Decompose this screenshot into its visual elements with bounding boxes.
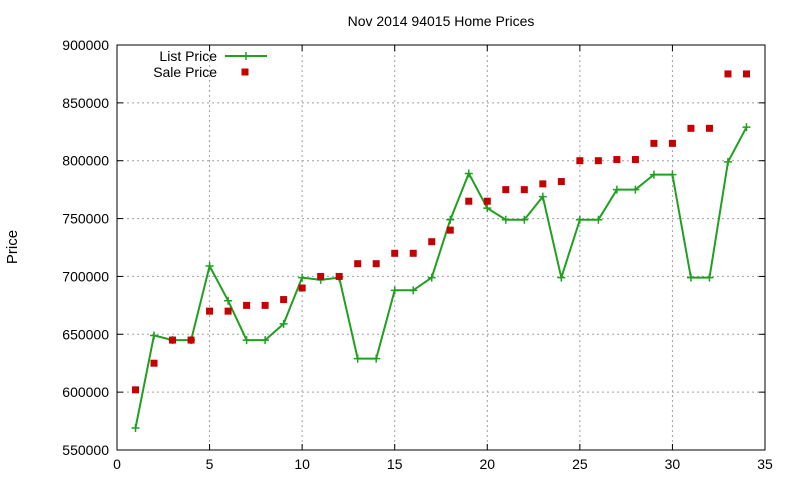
list-price-point	[538, 192, 547, 201]
sale-price-point	[243, 301, 251, 309]
sale-price-point	[169, 336, 177, 344]
sale-price-point	[224, 307, 232, 315]
list-price-point	[686, 273, 695, 282]
sale-price-point	[520, 186, 528, 194]
grid-lines	[117, 45, 765, 450]
sale-price-point	[687, 124, 695, 132]
list-price-point	[631, 185, 640, 194]
list-price-point	[446, 215, 455, 224]
y-tick-label: 800000	[62, 153, 109, 169]
list-price-point	[242, 336, 251, 345]
legend-marker-list-price	[242, 52, 250, 60]
sale-price-point	[132, 386, 140, 394]
list-price-point	[742, 123, 751, 132]
list-price-point	[353, 354, 362, 363]
list-price-point	[649, 170, 658, 179]
list-price-point	[298, 273, 307, 282]
y-tick-label: 850000	[62, 95, 109, 111]
list-price-point	[224, 296, 233, 305]
series-layer	[131, 70, 751, 433]
list-price-point	[464, 169, 473, 178]
x-tick-label: 10	[294, 456, 310, 472]
list-price-point	[594, 215, 603, 224]
sale-price-point	[557, 178, 565, 186]
legend-label-list-price: List Price	[159, 48, 217, 64]
sale-price-point	[631, 156, 639, 164]
sale-price-point	[391, 249, 399, 257]
list-price-line	[134, 126, 748, 429]
tick-labels: 0 5 10 15 20 25 30 35 550000 600000 650000 700000 75…	[62, 37, 773, 472]
list-price-point	[390, 286, 399, 295]
list-price-point	[575, 215, 584, 224]
sale-price-point	[465, 197, 473, 205]
sale-price-point	[705, 124, 713, 132]
legend-label-sale-price: Sale Price	[153, 64, 217, 80]
sale-price-point	[724, 70, 732, 78]
sale-price-point	[280, 296, 288, 304]
sale-price-point	[428, 238, 436, 246]
list-price-point	[279, 319, 288, 328]
y-tick-label: 550000	[62, 442, 109, 458]
sale-price-point	[576, 157, 584, 165]
y-tick-label: 900000	[62, 37, 109, 53]
sale-price-point	[372, 260, 380, 268]
list-price-point	[501, 215, 510, 224]
list-price-point	[150, 331, 159, 340]
sale-price-point	[613, 156, 621, 164]
list-price-point	[705, 273, 714, 282]
legend-symbol-sale-price	[241, 68, 249, 76]
sale-price-point	[650, 139, 658, 147]
list-price-point	[483, 204, 492, 213]
sale-price-point	[187, 336, 195, 344]
sale-price-point	[298, 284, 306, 292]
y-axis-label: Price	[4, 230, 21, 264]
sale-price-point	[668, 139, 676, 147]
chart-title: Nov 2014 94015 Home Prices	[348, 13, 535, 29]
list-price-point	[520, 215, 529, 224]
sale-price-point	[539, 180, 547, 188]
list-price-point	[668, 170, 677, 179]
x-tick-label: 30	[665, 456, 681, 472]
x-tick-label: 25	[572, 456, 588, 472]
list-price-point	[205, 262, 214, 271]
sale-price-point	[594, 157, 602, 165]
sale-price-point	[261, 301, 269, 309]
list-price-point	[372, 354, 381, 363]
legend: List Price Sale Price	[153, 48, 267, 80]
y-tick-label: 750000	[62, 211, 109, 227]
y-tick-label: 600000	[62, 384, 109, 400]
list-price-point	[409, 286, 418, 295]
x-tick-label: 5	[206, 456, 214, 472]
list-price-point	[612, 185, 621, 194]
plot-frame	[116, 44, 766, 451]
sale-price-point	[317, 272, 325, 280]
sale-price-point	[409, 249, 417, 257]
x-tick-label: 35	[757, 456, 773, 472]
sale-price-point	[502, 186, 510, 194]
list-price-point	[557, 273, 566, 282]
list-price-point	[723, 157, 732, 166]
list-price-point	[427, 273, 436, 282]
sale-price-point	[483, 197, 491, 205]
sale-price-point	[335, 272, 343, 280]
y-tick-label: 650000	[62, 326, 109, 342]
list-price-point	[131, 424, 140, 433]
x-tick-label: 15	[387, 456, 403, 472]
sale-price-point	[206, 307, 214, 315]
x-tick-label: 0	[113, 456, 121, 472]
list-price-point	[261, 336, 270, 345]
y-tick-label: 700000	[62, 268, 109, 284]
x-tick-label: 20	[479, 456, 495, 472]
sale-price-point	[742, 70, 750, 78]
sale-price-point	[354, 260, 362, 268]
sale-price-point	[446, 226, 454, 234]
sale-price-point	[150, 359, 158, 367]
